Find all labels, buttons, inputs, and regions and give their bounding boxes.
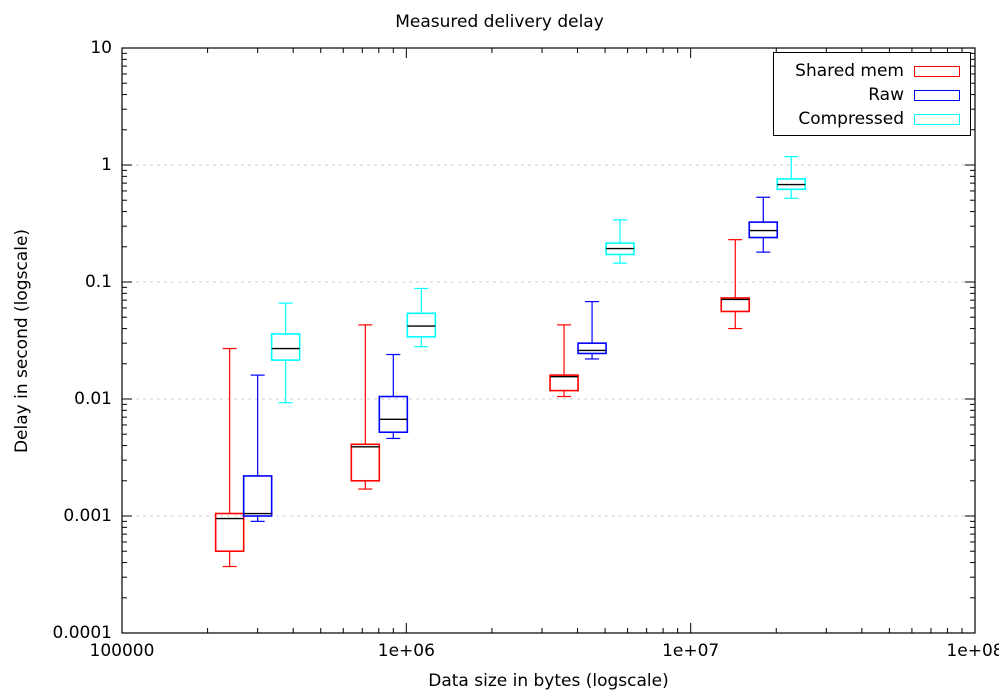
y-tick-label: 0.0001 xyxy=(53,623,112,643)
x-tick-label: 100000 xyxy=(90,641,155,661)
y-tick-label: 10 xyxy=(90,38,112,58)
legend-swatch xyxy=(914,90,960,101)
legend-entry: Shared mem xyxy=(795,59,960,83)
y-tick-label: 0.01 xyxy=(74,389,112,409)
legend-label: Raw xyxy=(868,85,904,105)
legend-swatch xyxy=(914,66,960,77)
y-tick-label: 0.001 xyxy=(63,506,112,526)
y-tick-label: 1 xyxy=(101,155,112,175)
delivery-delay-boxplot-chart: Measured delivery delay Data size in byt… xyxy=(0,0,999,699)
legend-entry: Raw xyxy=(868,83,960,107)
legend-entry: Compressed xyxy=(798,107,960,131)
y-axis-label: Delay in second (logscale) xyxy=(12,228,32,452)
legend-label: Compressed xyxy=(798,109,904,129)
legend-label: Shared mem xyxy=(795,61,904,81)
x-axis-label: Data size in bytes (logscale) xyxy=(428,671,668,691)
x-tick-label: 1e+06 xyxy=(378,641,435,661)
y-tick-label: 0.1 xyxy=(85,272,112,292)
x-tick-label: 1e+08 xyxy=(946,641,999,661)
legend-swatch xyxy=(914,114,960,125)
chart-title: Measured delivery delay xyxy=(0,12,999,32)
legend: Shared mem Raw Compressed xyxy=(773,52,971,136)
x-tick-label: 1e+07 xyxy=(662,641,719,661)
